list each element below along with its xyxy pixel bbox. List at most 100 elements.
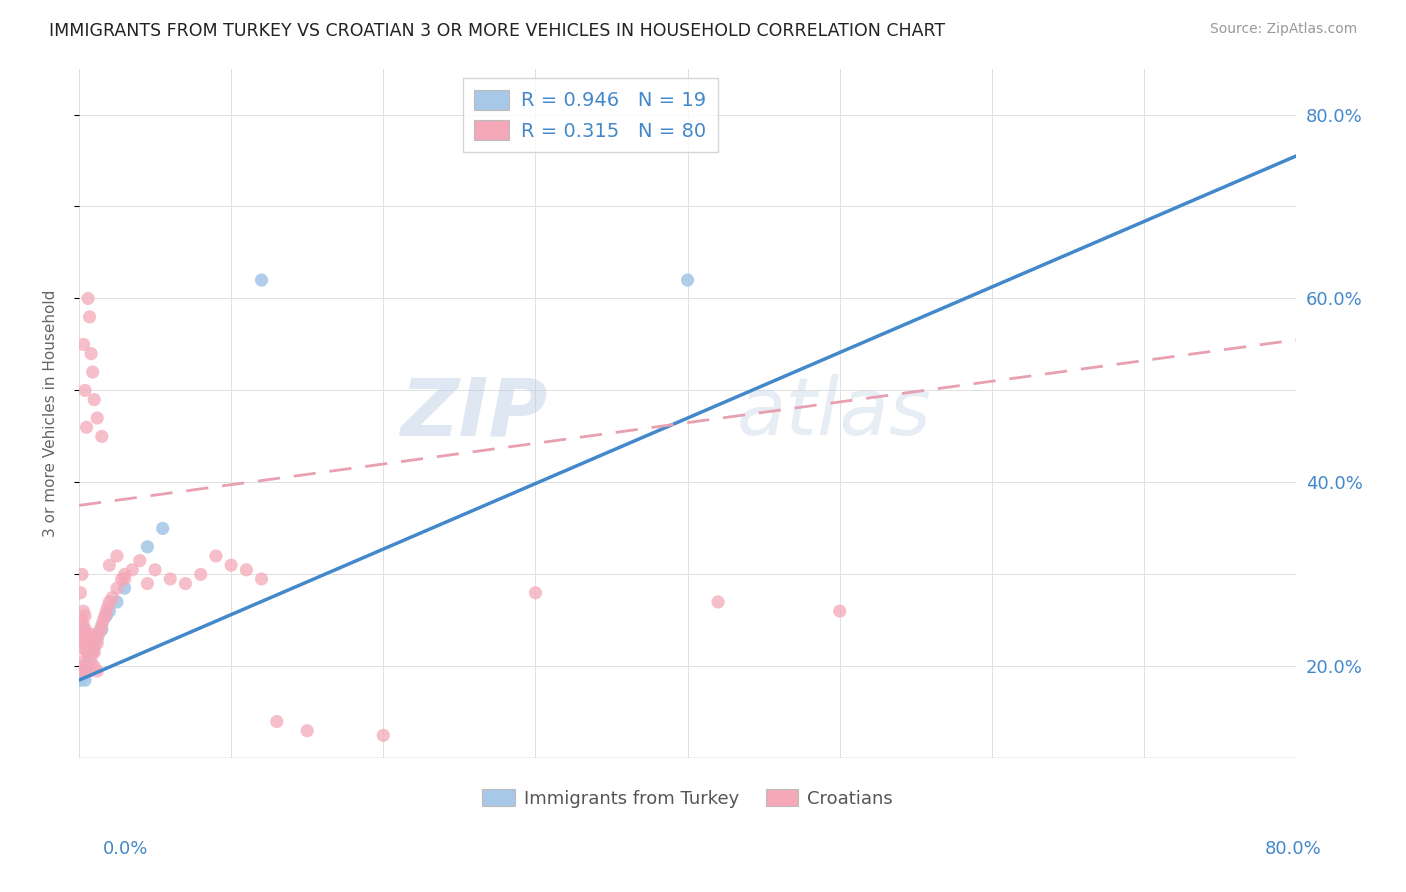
Point xyxy=(72,337,94,351)
Point xyxy=(82,365,104,379)
Y-axis label: 3 or more Vehicles in Household: 3 or more Vehicles in Household xyxy=(44,290,58,537)
Point xyxy=(76,640,98,655)
Point xyxy=(114,567,136,582)
Point xyxy=(205,549,228,563)
Point xyxy=(96,604,118,618)
Text: IMMIGRANTS FROM TURKEY VS CROATIAN 3 OR MORE VEHICLES IN HOUSEHOLD CORRELATION C: IMMIGRANTS FROM TURKEY VS CROATIAN 3 OR … xyxy=(49,22,945,40)
Text: 80.0%: 80.0% xyxy=(1265,840,1322,858)
Point xyxy=(69,586,91,600)
Point xyxy=(73,608,96,623)
Point xyxy=(77,292,100,306)
Point xyxy=(70,668,93,682)
Point xyxy=(73,384,96,398)
Point xyxy=(69,673,91,688)
Point xyxy=(69,632,91,646)
Point xyxy=(128,553,150,567)
Point xyxy=(72,627,94,641)
Point xyxy=(90,429,112,443)
Point xyxy=(250,273,273,287)
Point xyxy=(80,627,103,641)
Point xyxy=(80,640,103,655)
Point xyxy=(84,632,107,646)
Point xyxy=(76,420,98,434)
Point xyxy=(136,540,159,554)
Point xyxy=(105,549,128,563)
Text: 0.0%: 0.0% xyxy=(103,840,148,858)
Point xyxy=(524,586,547,600)
Point xyxy=(72,655,94,669)
Point xyxy=(136,576,159,591)
Point xyxy=(110,572,132,586)
Text: ZIP: ZIP xyxy=(401,375,547,452)
Point xyxy=(250,572,273,586)
Point xyxy=(86,411,108,425)
Point xyxy=(77,655,100,669)
Point xyxy=(72,604,94,618)
Legend: Immigrants from Turkey, Croatians: Immigrants from Turkey, Croatians xyxy=(475,782,900,815)
Point xyxy=(98,604,121,618)
Point xyxy=(70,640,93,655)
Point xyxy=(94,608,117,623)
Point xyxy=(86,632,108,646)
Point xyxy=(219,558,242,573)
Point xyxy=(91,613,114,627)
Point xyxy=(80,346,103,360)
Point xyxy=(86,636,108,650)
Point xyxy=(77,636,100,650)
Point xyxy=(80,655,103,669)
Point xyxy=(76,646,98,660)
Point xyxy=(79,664,101,678)
Point xyxy=(89,623,111,637)
Point xyxy=(235,563,257,577)
Point xyxy=(76,659,98,673)
Point xyxy=(83,392,105,407)
Point xyxy=(96,608,118,623)
Point xyxy=(77,646,100,660)
Point xyxy=(83,646,105,660)
Point xyxy=(143,563,166,577)
Point xyxy=(105,581,128,595)
Point xyxy=(190,567,212,582)
Point xyxy=(79,650,101,665)
Text: Source: ZipAtlas.com: Source: ZipAtlas.com xyxy=(1209,22,1357,37)
Text: atlas: atlas xyxy=(737,375,931,452)
Point xyxy=(121,563,143,577)
Point xyxy=(828,604,851,618)
Point xyxy=(101,591,124,605)
Point xyxy=(676,273,699,287)
Point xyxy=(114,581,136,595)
Point xyxy=(174,576,197,591)
Point xyxy=(83,636,105,650)
Point xyxy=(90,618,112,632)
Point xyxy=(159,572,181,586)
Point xyxy=(83,659,105,673)
Point xyxy=(87,627,110,641)
Point xyxy=(373,728,395,742)
Point xyxy=(79,640,101,655)
Point xyxy=(707,595,730,609)
Point xyxy=(98,558,121,573)
Point xyxy=(79,632,101,646)
Point xyxy=(266,714,288,729)
Point xyxy=(79,310,101,324)
Point xyxy=(77,659,100,673)
Point xyxy=(86,664,108,678)
Point xyxy=(73,664,96,678)
Point xyxy=(82,636,104,650)
Point xyxy=(73,673,96,688)
Point xyxy=(69,659,91,673)
Point xyxy=(72,664,94,678)
Point xyxy=(73,623,96,637)
Point xyxy=(70,613,93,627)
Point xyxy=(76,632,98,646)
Point xyxy=(152,521,174,535)
Point xyxy=(98,595,121,609)
Point xyxy=(90,623,112,637)
Point xyxy=(105,595,128,609)
Point xyxy=(80,646,103,660)
Point xyxy=(76,659,98,673)
Point xyxy=(83,640,105,655)
Point xyxy=(72,618,94,632)
Point xyxy=(79,636,101,650)
Point xyxy=(97,599,120,614)
